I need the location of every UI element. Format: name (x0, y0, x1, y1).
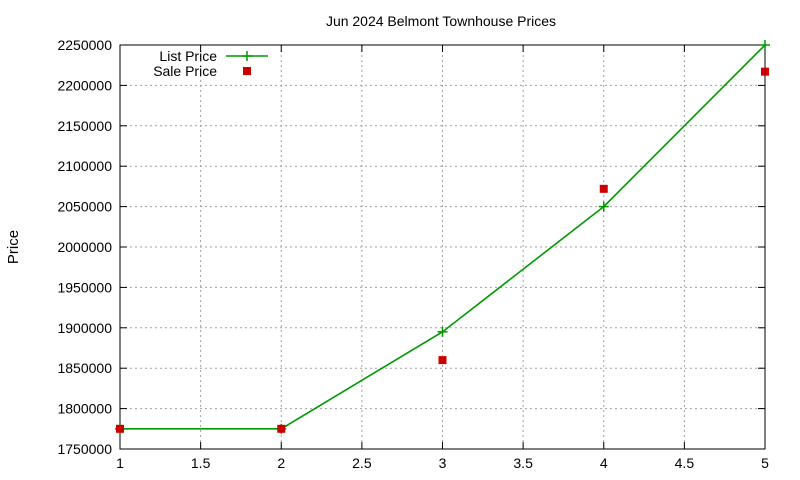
y-tick-label: 2150000 (57, 118, 112, 134)
y-tick-label: 1750000 (57, 441, 112, 457)
x-tick-label: 3 (439, 455, 447, 471)
y-tick-label: 2100000 (57, 158, 112, 174)
gridlines (120, 45, 765, 449)
legend-square-swatch (243, 67, 251, 75)
y-tick-label: 1800000 (57, 401, 112, 417)
list-price-point (437, 326, 448, 337)
sale-price-point (599, 184, 608, 193)
x-tick-label: 3.5 (513, 455, 533, 471)
sale-price-point (116, 424, 124, 433)
x-tick-label: 2.5 (352, 455, 372, 471)
series-layer (115, 40, 770, 434)
x-tick-label: 5 (761, 455, 769, 471)
y-tick-label: 2050000 (57, 199, 112, 215)
sale-price-point (277, 424, 286, 433)
legend-label: Sale Price (153, 63, 217, 79)
y-tick-label: 2000000 (57, 239, 112, 255)
x-tick-label: 1.5 (191, 455, 211, 471)
y-tick-label: 2250000 (57, 37, 112, 53)
y-tick-label: 1850000 (57, 360, 112, 376)
y-tick-label: 2200000 (57, 77, 112, 93)
y-tick-label: 1950000 (57, 279, 112, 295)
list-price-point (598, 201, 609, 212)
x-tick-label: 2 (277, 455, 285, 471)
axis-ticks: 1 1.5 2 2.5 3 3.5 4 4.5 5 1750000 1800000 1850000 19… (57, 37, 769, 471)
x-tick-label: 1 (116, 455, 124, 471)
list-price-point (760, 40, 770, 50)
x-tick-label: 4 (600, 455, 608, 471)
sale-price-point (438, 356, 447, 365)
x-tick-label: 4.5 (675, 455, 695, 471)
chart-title: Jun 2024 Belmont Townhouse Prices (326, 13, 556, 29)
y-tick-label: 1900000 (57, 320, 112, 336)
sale-price-point (761, 67, 769, 76)
legend-cross-swatch (242, 51, 252, 61)
y-axis-label: Price (5, 230, 22, 264)
legend-label: List Price (159, 48, 217, 64)
